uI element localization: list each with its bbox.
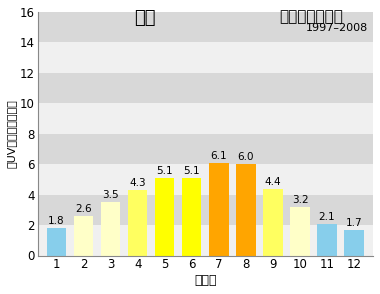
Text: 東京: 東京 xyxy=(134,9,155,27)
Text: 1997–2008: 1997–2008 xyxy=(306,23,367,33)
Bar xyxy=(38,164,373,195)
Bar xyxy=(182,178,201,255)
Text: 4.3: 4.3 xyxy=(129,178,146,188)
Text: 5.1: 5.1 xyxy=(184,166,200,176)
Bar xyxy=(38,225,373,255)
Text: 6.1: 6.1 xyxy=(211,151,227,161)
Text: 1.8: 1.8 xyxy=(48,216,65,226)
Text: 3.2: 3.2 xyxy=(292,195,308,205)
Bar xyxy=(38,73,373,103)
Bar xyxy=(236,164,256,255)
Bar xyxy=(128,190,147,255)
Bar xyxy=(38,12,373,42)
Bar xyxy=(209,163,228,255)
Bar xyxy=(47,228,66,255)
Text: 2.1: 2.1 xyxy=(319,212,336,222)
Bar xyxy=(38,103,373,134)
Bar xyxy=(38,42,373,73)
Text: 6.0: 6.0 xyxy=(238,152,254,162)
Text: （累年平均値）: （累年平均値） xyxy=(280,9,344,24)
Bar xyxy=(263,188,283,255)
Text: 1.7: 1.7 xyxy=(346,218,363,228)
Text: 5.1: 5.1 xyxy=(157,166,173,176)
Bar xyxy=(101,202,120,255)
Bar xyxy=(344,230,364,255)
Text: 3.5: 3.5 xyxy=(102,191,119,201)
Bar xyxy=(74,216,93,255)
Y-axis label: ［UVインデックス］: ［UVインデックス］ xyxy=(7,99,17,168)
Text: 2.6: 2.6 xyxy=(75,204,92,214)
Bar xyxy=(290,207,310,255)
Bar xyxy=(38,134,373,164)
Text: 4.4: 4.4 xyxy=(264,177,281,187)
X-axis label: ［月］: ［月］ xyxy=(194,274,217,287)
Bar xyxy=(155,178,174,255)
Bar xyxy=(317,223,337,255)
Bar xyxy=(38,195,373,225)
